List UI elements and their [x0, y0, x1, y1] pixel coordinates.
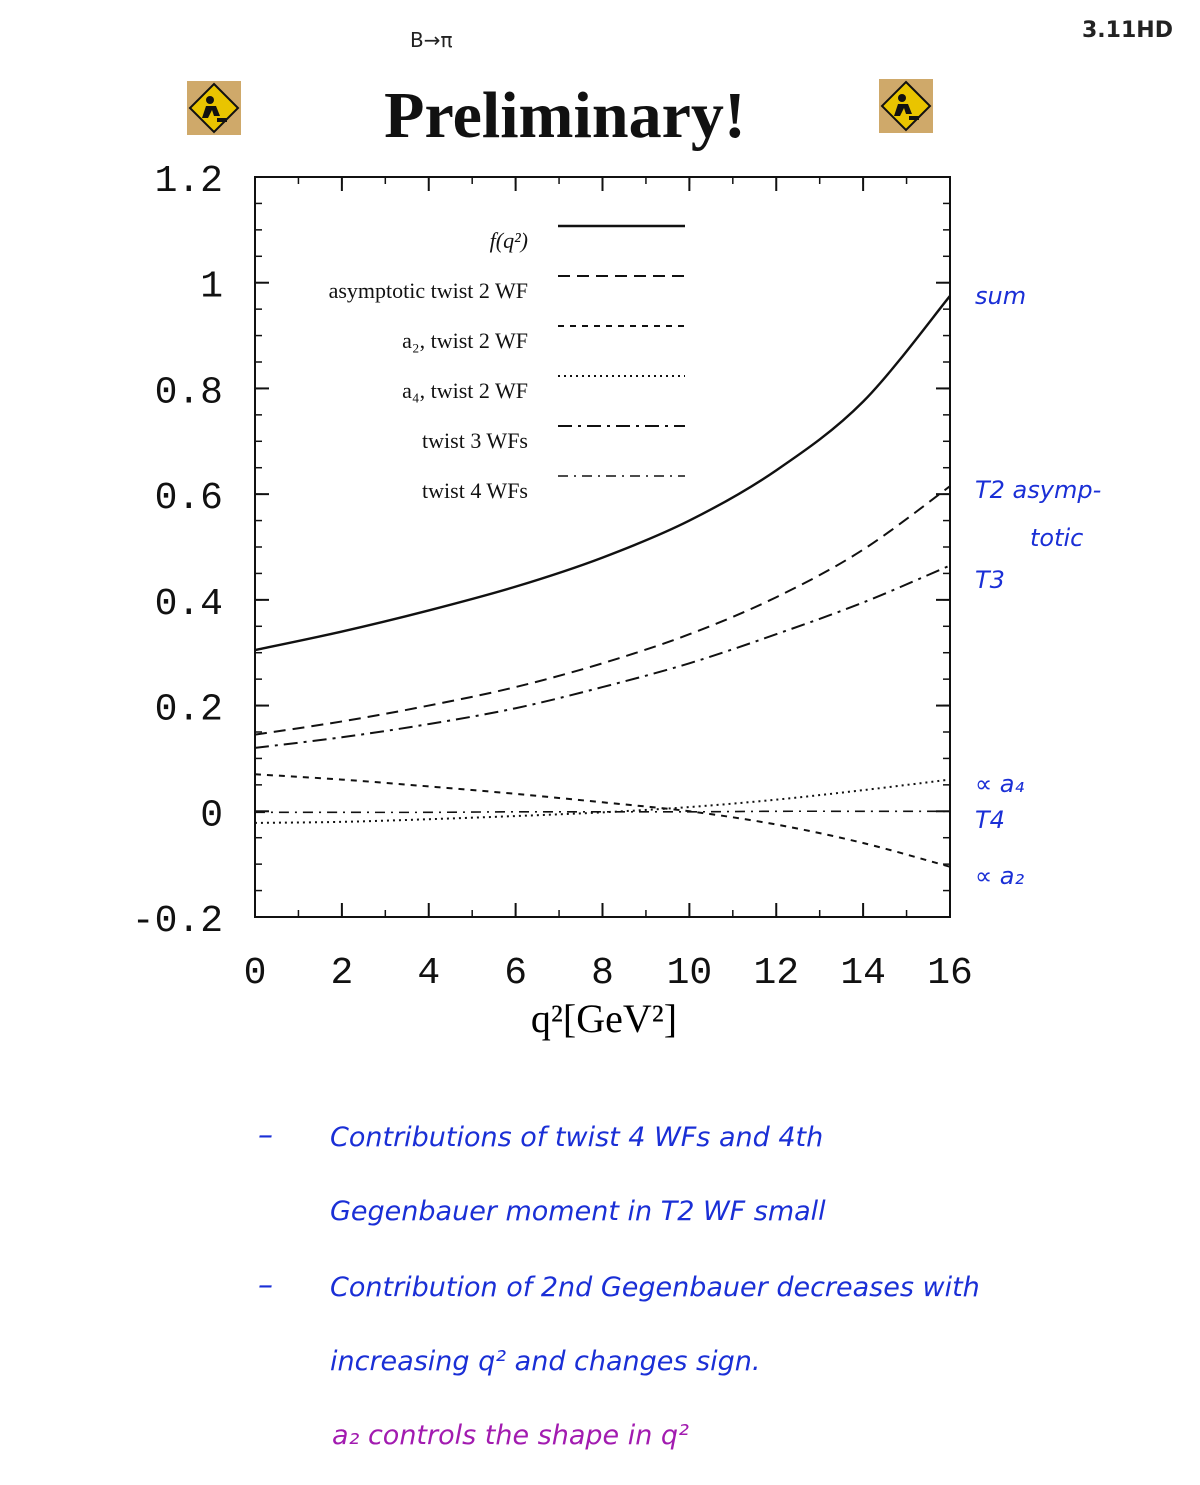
- series-line-3: [254, 773, 951, 868]
- annotation-t3: T3: [975, 566, 1005, 594]
- annotation-a4: ∝ a₄: [975, 770, 1025, 798]
- bullet-dash: –: [258, 1268, 273, 1303]
- series-line-4: [254, 778, 951, 824]
- legend-label: f(q²): [490, 228, 528, 253]
- bullet-dash: –: [258, 1118, 273, 1153]
- annotation-sum: sum: [975, 282, 1027, 310]
- x-tick-label: 16: [927, 952, 973, 995]
- note-line-4: increasing q² and changes sign.: [330, 1346, 761, 1377]
- y-tick-label: 0.2: [155, 689, 223, 732]
- page-title: Preliminary!: [384, 79, 746, 152]
- reference-note: 3.11HD: [1082, 18, 1173, 43]
- legend-label: twist 3 WFs: [422, 428, 528, 453]
- annotation-a2: ∝ a₂: [975, 862, 1025, 890]
- x-tick-label: 14: [840, 952, 886, 995]
- y-tick-label: 0.8: [155, 371, 223, 414]
- y-tick-label: 0: [200, 794, 223, 837]
- x-tick-label: 2: [330, 952, 353, 995]
- series-line-2: [254, 485, 951, 736]
- process-note: B→π: [410, 28, 453, 52]
- y-tick-label: 0.6: [155, 477, 223, 520]
- x-tick-label: 10: [667, 952, 713, 995]
- construction-warning-icon: [187, 81, 241, 135]
- y-tick-label: -0.2: [132, 900, 223, 943]
- legend-label: asymptotic twist 2 WF: [329, 278, 528, 303]
- series-line-1: [254, 295, 951, 652]
- x-tick-label: 8: [591, 952, 614, 995]
- x-tick-label: 0: [244, 952, 267, 995]
- annotation-t2: T2 asymp-: [975, 476, 1102, 504]
- line-chart: -0.2 0 0.2 0.4 0.6 0.8 1 1.2 0 2 4 6 8 10 12 14 16 f(q²)…: [132, 160, 973, 1041]
- y-tick-label: 1.2: [155, 160, 223, 203]
- legend-label: twist 4 WFs: [422, 478, 528, 503]
- series-line-5: [254, 564, 951, 749]
- series-group: [254, 295, 951, 868]
- x-axis-label: q²[GeV²]: [531, 996, 677, 1041]
- note-line-3: Contribution of 2nd Gegenbauer decreases…: [330, 1272, 980, 1303]
- y-tick-label: 0.4: [155, 583, 223, 626]
- y-tick-label: 1: [200, 266, 223, 309]
- legend-label: a₄, twist 2 WF: [402, 378, 528, 403]
- x-tick-label: 12: [753, 952, 799, 995]
- construction-warning-icon: [879, 79, 933, 133]
- axis-ticks: -0.2 0 0.2 0.4 0.6 0.8 1 1.2 0 2 4 6 8 10 12 14 16: [132, 160, 973, 995]
- x-tick-label: 4: [417, 952, 440, 995]
- x-tick-label: 6: [504, 952, 527, 995]
- annotation-t4: T4: [975, 806, 1005, 834]
- annotation-t2-cont: totic: [1030, 524, 1084, 552]
- legend-label: a₂, twist 2 WF: [402, 328, 528, 353]
- legend: f(q²) asymptotic twist 2 WF a₂, twist 2 WF…: [329, 224, 685, 503]
- note-line-2: Gegenbauer moment in T2 WF small: [330, 1196, 826, 1227]
- series-line-6: [254, 810, 950, 814]
- note-line-5: a₂ controls the shape in q²: [332, 1420, 689, 1451]
- note-line-1: Contributions of twist 4 WFs and 4th: [330, 1122, 824, 1153]
